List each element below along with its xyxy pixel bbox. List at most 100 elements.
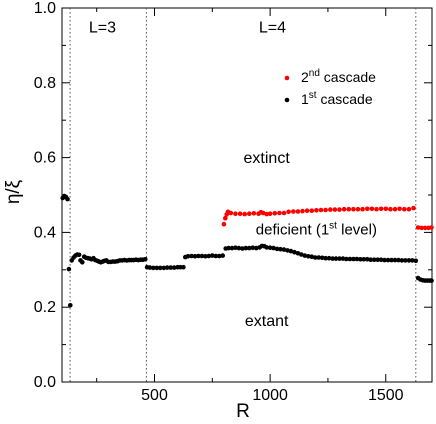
data-point bbox=[392, 257, 398, 263]
data-point bbox=[422, 225, 428, 231]
data-point bbox=[316, 255, 322, 260]
data-point bbox=[251, 211, 257, 216]
vertical-dividers bbox=[69, 8, 417, 382]
data-point bbox=[309, 208, 315, 213]
legend-marker bbox=[284, 75, 290, 81]
data-point bbox=[264, 211, 270, 217]
data-point bbox=[299, 252, 304, 257]
data-point bbox=[406, 206, 412, 212]
data-point bbox=[291, 209, 296, 214]
data-point bbox=[328, 207, 333, 212]
data-point bbox=[281, 210, 287, 216]
data-point bbox=[236, 245, 242, 251]
data-point bbox=[415, 225, 421, 230]
data-point bbox=[351, 256, 356, 262]
data-point bbox=[68, 303, 73, 308]
data-point bbox=[277, 210, 282, 216]
data-point bbox=[260, 210, 266, 216]
data-point bbox=[374, 206, 379, 212]
y-tick-label: 0.4 bbox=[34, 224, 56, 241]
data-point bbox=[388, 206, 393, 212]
data-point bbox=[389, 257, 394, 263]
data-point bbox=[399, 258, 405, 263]
data-point bbox=[337, 256, 342, 261]
data-point bbox=[185, 253, 191, 259]
data-point bbox=[158, 265, 163, 271]
data-point bbox=[403, 258, 408, 263]
data-point bbox=[383, 206, 389, 212]
legend-entry: 1st cascade bbox=[301, 90, 373, 107]
data-point bbox=[369, 206, 375, 212]
data-point bbox=[312, 255, 318, 260]
data-point bbox=[161, 265, 167, 271]
data-point bbox=[206, 253, 212, 259]
data-point bbox=[237, 211, 243, 216]
data-point bbox=[217, 253, 222, 259]
legend-entry: 2nd cascade bbox=[301, 68, 376, 85]
legend: 2nd cascade 1st cascade bbox=[284, 68, 376, 107]
data-point bbox=[332, 207, 338, 212]
data-point bbox=[213, 253, 219, 259]
region-label: extant bbox=[245, 313, 289, 330]
data-point bbox=[368, 257, 374, 263]
data-point bbox=[233, 211, 238, 216]
data-point bbox=[223, 215, 228, 221]
data-point bbox=[365, 206, 370, 212]
data-point bbox=[292, 249, 297, 255]
data-point bbox=[323, 207, 328, 213]
data-point bbox=[355, 206, 361, 212]
region-label: L=3 bbox=[89, 19, 116, 36]
data-point bbox=[250, 245, 256, 250]
data-point bbox=[392, 206, 398, 212]
data-point bbox=[66, 266, 72, 272]
y-axis-title: η/ξ bbox=[3, 179, 24, 204]
y-axis-ticks: 0.0 0.2 0.4 0.6 0.8 1.0 bbox=[34, 0, 432, 391]
data-point bbox=[360, 206, 365, 212]
data-point bbox=[354, 256, 360, 262]
region-label: L=4 bbox=[259, 19, 286, 36]
data-point bbox=[337, 207, 342, 212]
data-point bbox=[271, 245, 276, 251]
data-point bbox=[192, 253, 198, 259]
data-point bbox=[76, 252, 82, 258]
x-axis-ticks: 500 1000 1500 bbox=[96, 8, 404, 404]
data-point bbox=[319, 255, 325, 261]
data-point bbox=[228, 210, 234, 216]
y-tick-label: 0.8 bbox=[34, 75, 56, 92]
data-point bbox=[233, 245, 238, 250]
x-axis-title: R bbox=[236, 401, 250, 422]
data-point bbox=[286, 209, 291, 215]
data-point bbox=[340, 256, 346, 261]
data-point bbox=[151, 265, 156, 271]
data-point bbox=[378, 206, 384, 212]
data-point bbox=[243, 245, 249, 251]
data-point bbox=[351, 206, 356, 212]
data-point bbox=[341, 206, 347, 212]
data-point bbox=[365, 257, 370, 262]
data-point bbox=[406, 258, 412, 263]
x-tick-label: 1500 bbox=[368, 387, 404, 404]
data-point bbox=[247, 245, 252, 251]
x-tick-label: 500 bbox=[141, 387, 168, 404]
data-point bbox=[199, 253, 205, 259]
data-point bbox=[226, 245, 231, 251]
data-point bbox=[382, 257, 387, 263]
data-point bbox=[210, 253, 215, 258]
data-points bbox=[60, 193, 434, 308]
data-point bbox=[242, 211, 247, 217]
data-point bbox=[295, 209, 301, 214]
y-tick-label: 0.2 bbox=[34, 299, 56, 316]
data-point bbox=[65, 196, 70, 202]
data-point bbox=[413, 258, 419, 264]
data-point bbox=[264, 245, 270, 250]
data-point bbox=[181, 264, 186, 270]
data-point bbox=[397, 206, 402, 212]
data-point bbox=[411, 205, 416, 211]
data-point bbox=[429, 278, 434, 283]
data-point bbox=[247, 211, 252, 216]
data-point bbox=[385, 257, 391, 263]
data-point bbox=[267, 211, 273, 216]
data-point bbox=[326, 255, 332, 261]
data-point bbox=[378, 257, 384, 263]
